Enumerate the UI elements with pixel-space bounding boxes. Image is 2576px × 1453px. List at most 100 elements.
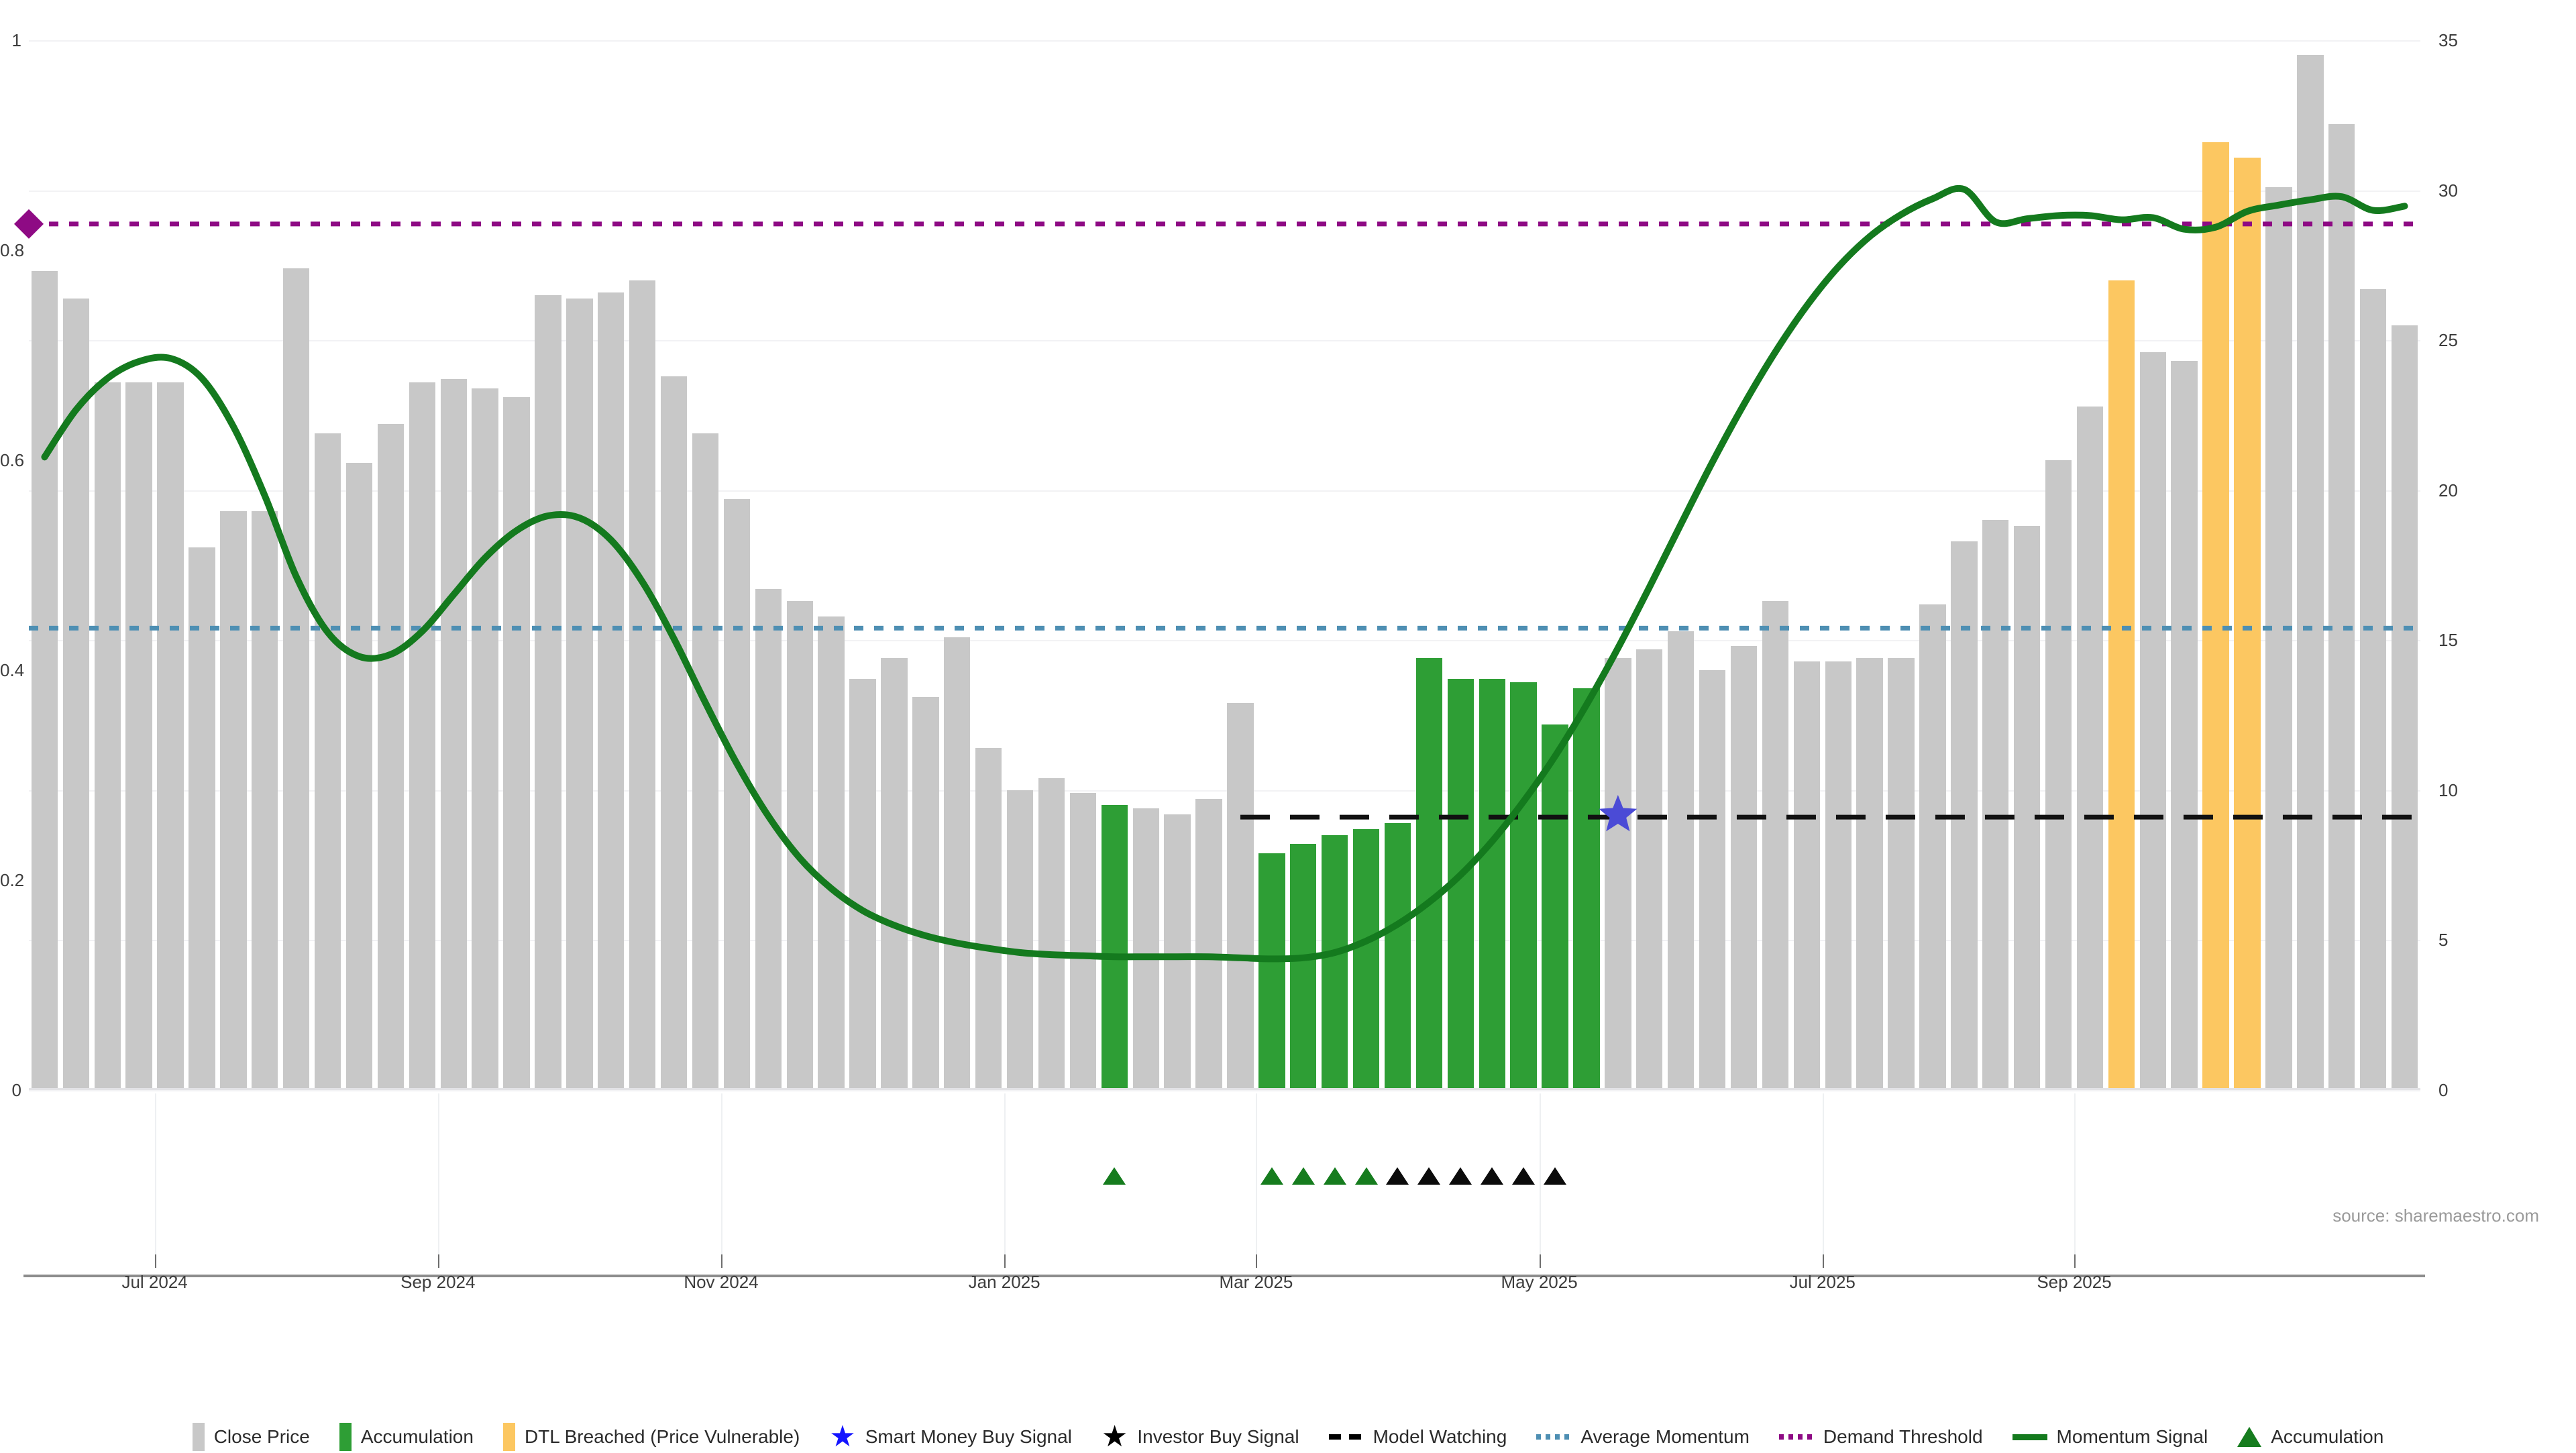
left-axis-tick-label: 0 [11, 1080, 21, 1100]
bar-close [440, 379, 467, 1090]
investor-buy-triangle-icon [1544, 1167, 1567, 1185]
bar-close [2328, 124, 2355, 1090]
bar-close [2297, 55, 2324, 1090]
bar-close [566, 298, 593, 1090]
investor-buy-triangle-icon [1386, 1167, 1409, 1185]
green-triangle-swatch [2237, 1427, 2262, 1447]
signal-marker-row [29, 1167, 2420, 1201]
x-tick-separator [720, 1093, 722, 1254]
bar-close [2045, 460, 2072, 1090]
bar-close [849, 679, 876, 1090]
right-axis-tick-label: 10 [2438, 779, 2458, 800]
orange-bar-swatch [502, 1423, 515, 1451]
bar-close [31, 271, 58, 1090]
accumulation-triangle-icon [1291, 1167, 1315, 1185]
bar-close [125, 382, 152, 1090]
right-axis-tick-label: 20 [2438, 480, 2458, 500]
bar-close [975, 748, 1002, 1090]
bar-accum [1447, 679, 1474, 1090]
bar-dtl [2202, 142, 2229, 1090]
legend-item[interactable]: Close Price [192, 1423, 310, 1451]
legend-item[interactable]: Demand Threshold [1778, 1426, 1983, 1448]
bar-close [1069, 793, 1097, 1090]
gridline [29, 40, 2420, 42]
chart-legend: Close Price Accumulation DTL Breached (Pri… [0, 1422, 2576, 1452]
gridline [29, 340, 2420, 342]
investor-buy-triangle-icon [1449, 1167, 1472, 1185]
left-axis-tick-label: 0.6 [0, 450, 25, 470]
accumulation-triangle-icon [1323, 1167, 1346, 1185]
bar-close [2013, 526, 2041, 1090]
x-tick-mark [2074, 1253, 2076, 1268]
legend-label: Accumulation [2271, 1426, 2384, 1447]
plot-area [14, 40, 2420, 1091]
legend-item[interactable]: Accumulation [2237, 1426, 2383, 1448]
legend-item[interactable]: ★ Investor Buy Signal [1102, 1422, 1299, 1452]
x-tick-label: Mar 2025 [1219, 1272, 1293, 1292]
bar-close [62, 298, 90, 1090]
blue-star-swatch: ★ [829, 1420, 856, 1453]
x-tick-mark [437, 1253, 439, 1268]
bar-accum [1352, 829, 1380, 1090]
bar-close [252, 511, 278, 1090]
right-axis-tick-label: 5 [2438, 930, 2449, 951]
left-axis-tick-label: 0.4 [0, 660, 25, 680]
bar-close [660, 376, 688, 1090]
legend-label: Demand Threshold [1823, 1426, 1983, 1447]
bar-accum [1384, 823, 1411, 1090]
bar-close [1982, 520, 2009, 1090]
legend-item[interactable]: Accumulation [339, 1423, 474, 1451]
bar-close [1825, 661, 1851, 1090]
legend-item[interactable]: DTL Breached (Price Vulnerable) [502, 1423, 800, 1451]
accumulation-triangle-icon [1103, 1167, 1126, 1185]
bar-close [2391, 325, 2418, 1090]
legend-label: Close Price [213, 1426, 310, 1447]
accumulation-triangle-icon [1260, 1167, 1283, 1185]
bar-close [377, 424, 405, 1090]
x-tick-separator [2074, 1093, 2076, 1254]
legend-item[interactable]: Average Momentum [1536, 1426, 1750, 1448]
bar-close [755, 589, 782, 1090]
x-tick-separator [154, 1093, 156, 1254]
purple-dotted-line-swatch [1778, 1434, 1814, 1440]
x-tick-mark [1004, 1253, 1006, 1268]
bar-accum [1321, 835, 1348, 1090]
legend-label: Accumulation [360, 1426, 474, 1447]
legend-label: Momentum Signal [2056, 1426, 2208, 1447]
bar-accum [1510, 682, 1537, 1090]
legend-item[interactable]: Momentum Signal [2012, 1426, 2208, 1448]
x-tick-separator [1004, 1093, 1006, 1254]
bar-close [1605, 658, 1631, 1090]
legend-label: Investor Buy Signal [1137, 1426, 1299, 1447]
bar-close [472, 388, 498, 1090]
x-tick-mark [1256, 1253, 1258, 1268]
left-axis-tick-label: 0.8 [0, 240, 25, 260]
x-tick-mark [1539, 1253, 1541, 1268]
bar-close [2076, 406, 2104, 1090]
bar-accum [1479, 679, 1505, 1090]
bar-close [2139, 352, 2166, 1090]
x-tick-mark [720, 1253, 722, 1268]
x-tick-label: Jul 2025 [1789, 1272, 1856, 1292]
bar-close [1164, 814, 1191, 1090]
bar-close [1793, 661, 1820, 1090]
bar-close [345, 463, 373, 1090]
bar-close [818, 616, 845, 1090]
bar-accum [1573, 688, 1600, 1090]
right-axis-tick-label: 25 [2438, 330, 2458, 351]
x-tick-label: Jul 2024 [121, 1272, 188, 1292]
legend-item[interactable]: ★ Smart Money Buy Signal [829, 1422, 1072, 1452]
bar-accum [1415, 658, 1443, 1090]
bar-close [723, 499, 751, 1090]
right-axis-tick-label: 15 [2438, 630, 2458, 651]
plot-baseline [29, 1088, 2420, 1090]
bar-close [189, 547, 215, 1090]
legend-item[interactable]: Model Watching [1328, 1426, 1507, 1448]
green-bar-swatch [339, 1423, 352, 1451]
right-axis-tick-label: 30 [2438, 180, 2458, 201]
bar-close [314, 433, 341, 1090]
blue-dotted-line-swatch [1536, 1434, 1572, 1440]
black-dashed-line-swatch [1328, 1434, 1364, 1440]
x-axis-line [23, 1275, 2425, 1277]
